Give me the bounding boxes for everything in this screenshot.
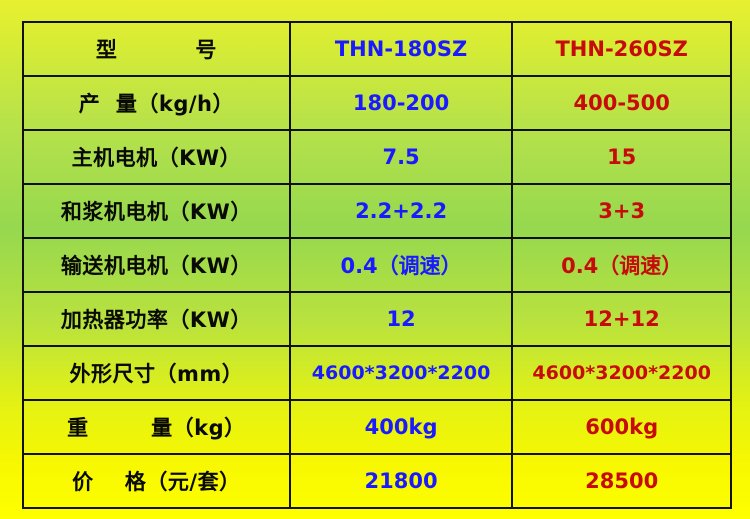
row-model-a-cell: 7.5 xyxy=(288,129,514,185)
table-body: 型 号 THN-180SZ THN-260SZ 产 量（kg/h） 180-20… xyxy=(22,21,732,509)
row-model-b-cell: 600kg xyxy=(511,399,732,455)
row-label-cell: 输送机电机（KW） xyxy=(22,237,291,293)
row-model-a-cell: 2.2+2.2 xyxy=(288,183,514,239)
row-label-cell: 价 格（元/套） xyxy=(22,453,291,509)
row-model-a-cell: 21800 xyxy=(288,453,514,509)
row-label-cell: 和浆机电机（KW） xyxy=(22,183,291,239)
table-row: 主机电机（KW） 7.5 15 xyxy=(22,129,732,185)
specification-table: 型 号 THN-180SZ THN-260SZ 产 量（kg/h） 180-20… xyxy=(22,21,732,509)
row-model-a-cell: 4600*3200*2200 xyxy=(288,345,514,401)
row-label-cell: 加热器功率（KW） xyxy=(22,291,291,347)
table-header-row: 型 号 THN-180SZ THN-260SZ xyxy=(22,21,732,77)
row-model-b-cell: 4600*3200*2200 xyxy=(511,345,732,401)
table-row: 产 量（kg/h） 180-200 400-500 xyxy=(22,75,732,131)
row-label-cell: 外形尺寸（mm） xyxy=(22,345,291,401)
row-model-b-cell: 0.4（调速） xyxy=(511,237,732,293)
table-row: 和浆机电机（KW） 2.2+2.2 3+3 xyxy=(22,183,732,239)
header-label-cell: 型 号 xyxy=(22,21,291,77)
row-model-a-cell: 0.4（调速） xyxy=(288,237,514,293)
row-model-a-cell: 180-200 xyxy=(288,75,514,131)
row-model-b-cell: 28500 xyxy=(511,453,732,509)
row-label-cell: 产 量（kg/h） xyxy=(22,75,291,131)
table-row: 价 格（元/套） 21800 28500 xyxy=(22,453,732,509)
row-model-a-cell: 400kg xyxy=(288,399,514,455)
table-row: 外形尺寸（mm） 4600*3200*2200 4600*3200*2200 xyxy=(22,345,732,401)
row-model-b-cell: 3+3 xyxy=(511,183,732,239)
header-model-a-cell: THN-180SZ xyxy=(288,21,514,77)
row-model-b-cell: 15 xyxy=(511,129,732,185)
row-label-cell: 重 量（kg） xyxy=(22,399,291,455)
row-model-b-cell: 12+12 xyxy=(511,291,732,347)
table-row: 输送机电机（KW） 0.4（调速） 0.4（调速） xyxy=(22,237,732,293)
row-model-b-cell: 400-500 xyxy=(511,75,732,131)
table-row: 重 量（kg） 400kg 600kg xyxy=(22,399,732,455)
header-model-b-cell: THN-260SZ xyxy=(511,21,732,77)
row-model-a-cell: 12 xyxy=(288,291,514,347)
table-row: 加热器功率（KW） 12 12+12 xyxy=(22,291,732,347)
row-label-cell: 主机电机（KW） xyxy=(22,129,291,185)
